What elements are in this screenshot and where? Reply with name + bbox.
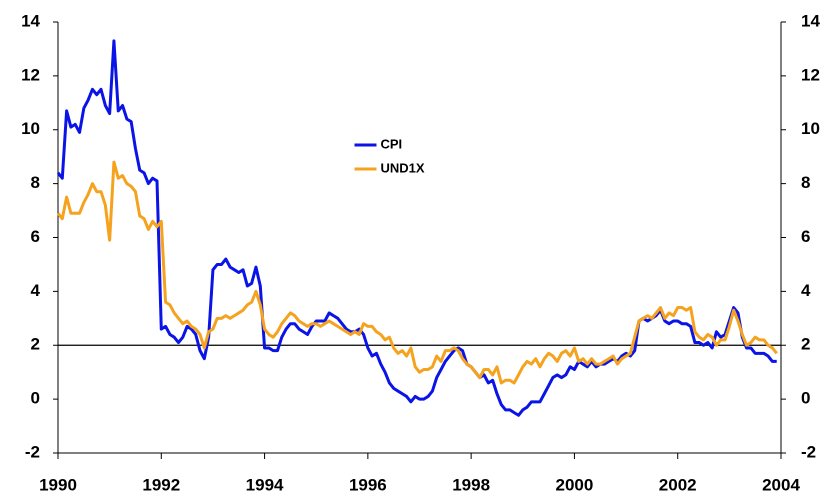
x-tick-label: 2002 xyxy=(659,475,697,494)
y2-tick-label: 8 xyxy=(801,173,810,192)
y-tick-label: 2 xyxy=(31,335,40,354)
y2-tick-label: 4 xyxy=(801,281,811,300)
y-tick-label: 8 xyxy=(31,173,40,192)
legend-label: CPI xyxy=(381,136,403,151)
y2-tick-label: 12 xyxy=(801,65,820,84)
y-tick-label: 14 xyxy=(21,11,40,30)
x-tick-label: 1990 xyxy=(39,475,77,494)
series-line xyxy=(56,39,777,417)
y-tick-label: 6 xyxy=(31,227,40,246)
x-tick-label: 2004 xyxy=(762,475,800,494)
y-tick-label: -2 xyxy=(25,442,40,461)
x-tick-label: 1994 xyxy=(246,475,284,494)
y-tick-label: 12 xyxy=(21,65,40,84)
x-tick-label: 1992 xyxy=(142,475,180,494)
x-tick-label: 1996 xyxy=(349,475,387,494)
series-line xyxy=(56,160,778,385)
y2-tick-label: -2 xyxy=(801,442,816,461)
y2-tick-label: 10 xyxy=(801,119,820,138)
y2-tick-label: 2 xyxy=(801,335,810,354)
x-tick-label: 2000 xyxy=(556,475,594,494)
y2-tick-label: 14 xyxy=(801,11,820,30)
x-tick-label: 1998 xyxy=(452,475,490,494)
y-tick-label: 10 xyxy=(21,119,40,138)
legend-label: UND1X xyxy=(381,160,425,175)
y2-tick-label: 6 xyxy=(801,227,810,246)
y2-tick-label: 0 xyxy=(801,389,810,408)
y-tick-label: 4 xyxy=(31,281,41,300)
y-tick-label: 0 xyxy=(31,389,40,408)
